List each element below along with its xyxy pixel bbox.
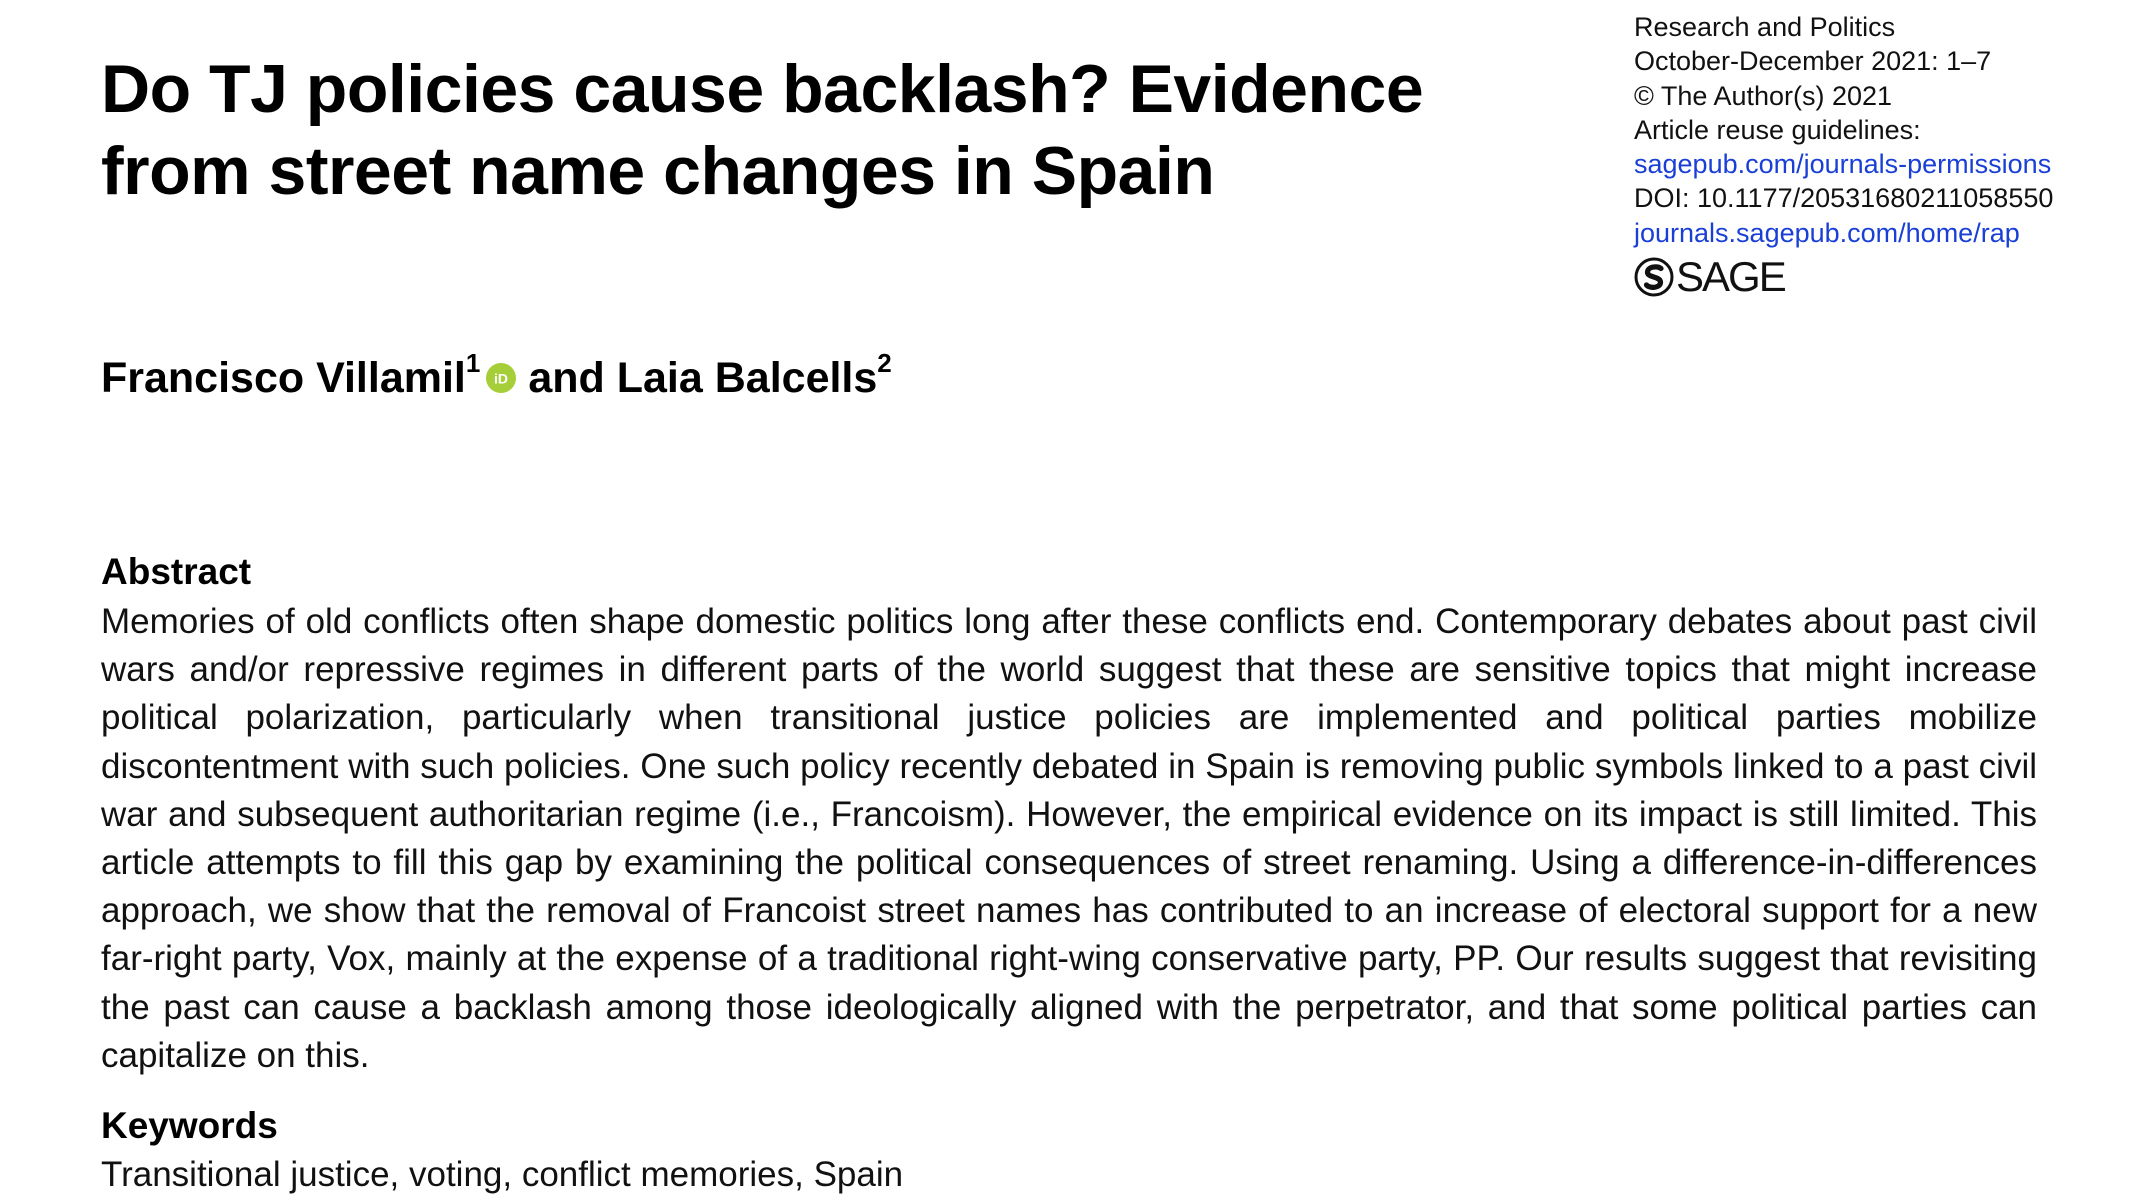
sage-logo: SAGE (1634, 254, 2104, 300)
journal-name: Research and Politics (1634, 12, 1896, 42)
keywords-heading: Keywords (101, 1105, 278, 1146)
journal-info: Research and Politics October-December 2… (1634, 10, 2104, 300)
reuse-guidelines-label: Article reuse guidelines: (1634, 114, 1921, 145)
author-list: Francisco Villamil1 iD and Laia Balcells… (101, 350, 892, 406)
article-title: Do TJ policies cause backlash? Evidence … (101, 51, 1424, 209)
author-name: Laia Balcells (616, 354, 878, 402)
permissions-link[interactable]: sagepub.com/journals-permissions (1634, 149, 2052, 180)
journal-home-link[interactable]: journals.sagepub.com/home/rap (1634, 217, 2020, 248)
sage-logo-text: SAGE (1676, 253, 1787, 301)
abstract-text: Memories of old conflicts often shape do… (101, 602, 2037, 1075)
author-connector: and (528, 354, 605, 402)
abstract-heading: Abstract (101, 551, 252, 592)
copyright-notice: © The Author(s) 2021 (1634, 80, 1893, 111)
affiliation-marker[interactable]: 2 (877, 348, 892, 378)
orcid-badge-text: iD (494, 371, 508, 387)
author-name: Francisco Villamil (101, 354, 466, 402)
doi: DOI: 10.1177/20531680211058550 (1634, 183, 2054, 214)
journal-issue: October-December 2021: 1–7 (1634, 46, 1992, 77)
orcid-icon[interactable]: iD (486, 363, 517, 393)
sage-logo-icon (1634, 257, 1674, 297)
affiliation-marker[interactable]: 1 (465, 348, 481, 378)
keywords-text: Transitional justice, voting, conflict m… (101, 1155, 904, 1194)
